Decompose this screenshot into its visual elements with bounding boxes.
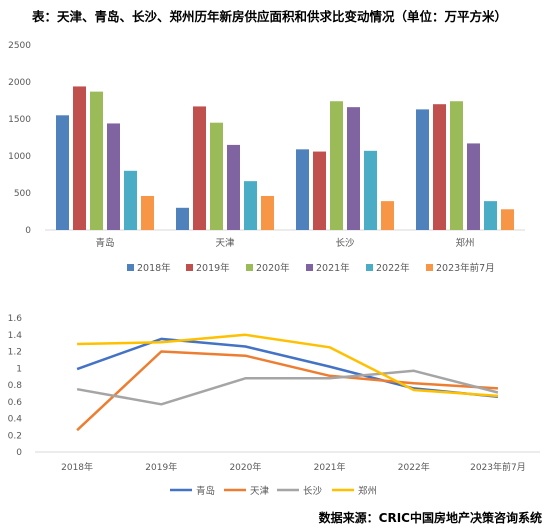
bar-legend-swatch bbox=[127, 264, 134, 271]
bar-category-label: 郑州 bbox=[455, 237, 474, 249]
bar bbox=[244, 181, 257, 230]
line-y-tick-label: 1.6 bbox=[8, 314, 23, 324]
bar-legend-label: 2021年 bbox=[316, 262, 350, 274]
line-y-tick-label: 0.8 bbox=[8, 381, 23, 391]
bar bbox=[90, 91, 103, 231]
data-source: 数据来源：CRIC中国房地产决策咨询系统 bbox=[318, 511, 542, 525]
series-line bbox=[76, 369, 499, 406]
line-y-tick-label: 0 bbox=[16, 448, 22, 458]
bar-legend-label: 2023年前7月 bbox=[436, 262, 495, 274]
bar bbox=[227, 144, 240, 230]
bar bbox=[347, 107, 360, 230]
line-y-tick-label: 1.4 bbox=[8, 331, 23, 341]
bar bbox=[141, 195, 154, 230]
bar bbox=[467, 143, 480, 230]
bar-legend-label: 2022年 bbox=[376, 262, 410, 274]
chart-title: 表：天津、青岛、长沙、郑州历年新房供应面积和供求比变动情况（单位：万平方米） bbox=[32, 9, 508, 24]
series-line bbox=[76, 337, 499, 398]
bar bbox=[364, 150, 377, 230]
bar bbox=[433, 104, 446, 230]
bar-y-tick-label: 0 bbox=[25, 226, 31, 236]
line-x-tick-label: 2018年 bbox=[61, 461, 93, 473]
bar-legend-label: 2018年 bbox=[137, 262, 171, 274]
bar-legend-swatch bbox=[186, 264, 193, 271]
series-line bbox=[76, 350, 498, 432]
line-y-tick-label: 1 bbox=[16, 364, 22, 374]
bar bbox=[56, 115, 69, 230]
bar bbox=[484, 201, 497, 230]
bar-y-tick-label: 2500 bbox=[8, 41, 31, 51]
line-x-tick-label: 2022年 bbox=[398, 461, 430, 473]
line-y-tick-label: 0.4 bbox=[8, 415, 23, 425]
line-legend-label: 天津 bbox=[250, 486, 270, 497]
bar-category-label: 长沙 bbox=[335, 237, 355, 249]
bar-y-tick-label: 500 bbox=[14, 189, 31, 199]
line-y-tick-label: 0.6 bbox=[8, 398, 23, 408]
line-y-tick-label: 1.2 bbox=[8, 348, 22, 358]
line-y-tick-label: 0.2 bbox=[8, 431, 22, 441]
line-legend-label: 青岛 bbox=[196, 485, 215, 497]
bar bbox=[261, 195, 274, 230]
line-x-tick-label: 2019年 bbox=[145, 461, 177, 473]
line-legend-label: 长沙 bbox=[303, 485, 323, 497]
bar-legend-swatch bbox=[246, 264, 253, 271]
line-x-tick-label: 2021年 bbox=[314, 461, 346, 473]
bar-legend-label: 2020年 bbox=[256, 262, 290, 274]
bar-legend-swatch bbox=[306, 264, 313, 271]
bar-category-label: 天津 bbox=[215, 238, 235, 249]
line-chart: 0 0.2 0.4 0.6 0.8 1 1.2 1.4 1.6 2018年 2019年 2020年 20… bbox=[8, 314, 540, 497]
line-x-tick-label: 2023年前7月 bbox=[470, 461, 526, 473]
bar-chart: 0 500 1000 1500 2000 2500 青岛 天津 长沙 郑州 2018年 2019年 20… bbox=[8, 41, 525, 274]
bar-legend-swatch bbox=[366, 264, 373, 271]
bar bbox=[313, 151, 326, 230]
bar-y-tick-label: 1000 bbox=[8, 152, 31, 162]
bar bbox=[210, 122, 223, 230]
bar-category-label: 青岛 bbox=[95, 237, 114, 249]
bar-y-tick-label: 1500 bbox=[8, 115, 31, 125]
bar bbox=[416, 109, 429, 230]
bar bbox=[176, 207, 189, 230]
bar bbox=[296, 149, 309, 230]
bar bbox=[124, 170, 137, 230]
bar bbox=[193, 106, 206, 230]
bar-y-tick-label: 2000 bbox=[8, 78, 31, 88]
bar bbox=[73, 86, 86, 230]
bar bbox=[330, 101, 343, 231]
bar bbox=[450, 101, 463, 231]
bar-legend-label: 2019年 bbox=[196, 262, 230, 274]
bar-legend-swatch bbox=[426, 264, 433, 271]
bar bbox=[381, 201, 394, 230]
bar bbox=[501, 209, 514, 230]
bar bbox=[107, 123, 120, 230]
series-line bbox=[77, 333, 498, 398]
line-x-tick-label: 2020年 bbox=[229, 461, 261, 473]
line-legend-label: 郑州 bbox=[358, 485, 377, 497]
